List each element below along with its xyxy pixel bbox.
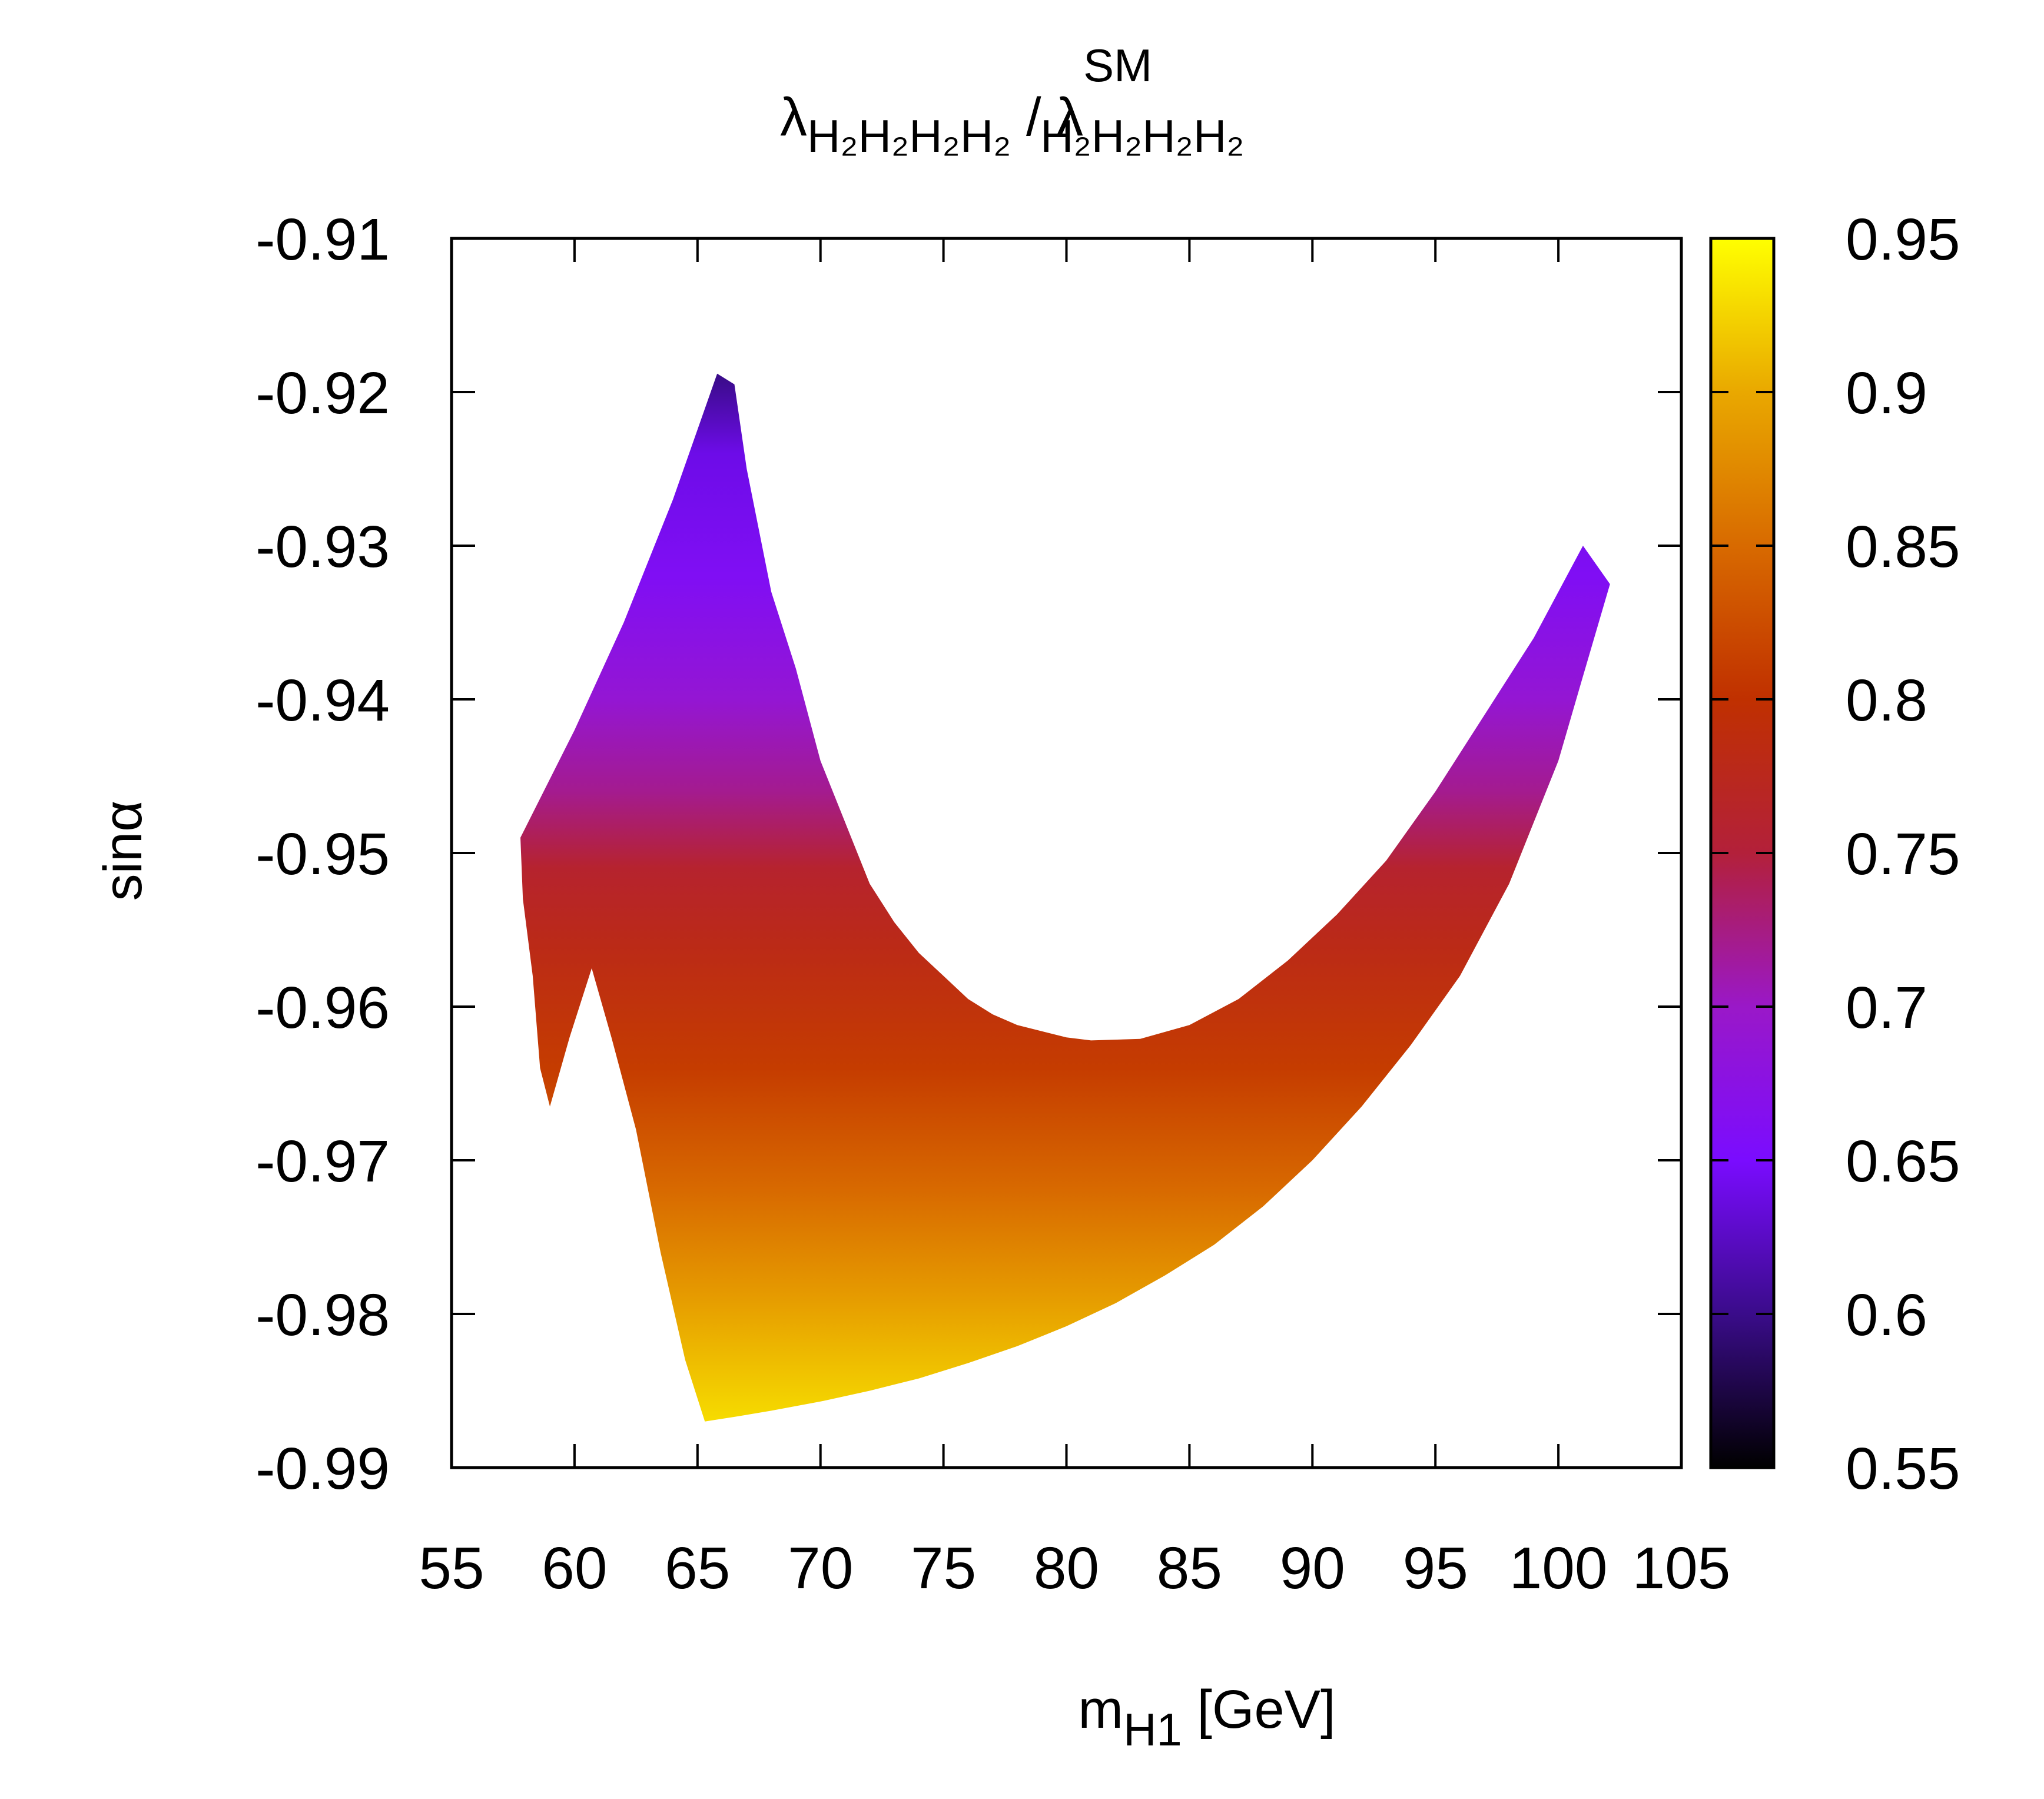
- y-axis-label-text: sinα: [93, 801, 153, 901]
- x-tick-label: 80: [1034, 1535, 1099, 1601]
- x-tick-label: 90: [1280, 1535, 1345, 1601]
- colorbar-tick-label: 0.9: [1846, 360, 1927, 426]
- title-text: λH₂H₂H₂H₂ / λSM H₂H₂H₂H₂: [780, 39, 1245, 162]
- y-tick-label: -0.97: [256, 1128, 390, 1194]
- x-tick-label: 75: [911, 1535, 976, 1601]
- x-tick-label: 105: [1632, 1535, 1731, 1601]
- x-axis-ticks: 55 60 65 70 75 80 85 90 95 100 105: [419, 238, 1730, 1601]
- colorbar-tick-label: 0.95: [1846, 207, 1960, 273]
- y-tick-label: -0.99: [256, 1436, 390, 1502]
- allowed-region: [520, 373, 1610, 1422]
- colorbar-tick-label: 0.8: [1846, 668, 1927, 733]
- y-tick-label: -0.95: [256, 821, 390, 887]
- colorbar-tick-label: 0.55: [1846, 1436, 1960, 1502]
- y-axis-ticks: -0.91 -0.92 -0.93 -0.94 -0.95 -0.96 -0.97 -0.98…: [256, 207, 1681, 1502]
- y-tick-label: -0.96: [256, 975, 390, 1041]
- colorbar-tick-label: 0.6: [1846, 1282, 1927, 1348]
- x-tick-label: 70: [788, 1535, 853, 1601]
- allowed-region-polygon: [520, 373, 1610, 1422]
- colorbar-tick-label: 0.7: [1846, 975, 1927, 1041]
- y-tick-label: -0.93: [256, 514, 390, 580]
- x-tick-label: 95: [1403, 1535, 1468, 1601]
- colorbar-tick-label: 0.85: [1846, 514, 1960, 580]
- x-tick-label: 65: [665, 1535, 730, 1601]
- colorbar-tick-label: 0.75: [1846, 821, 1960, 887]
- x-tick-label: 60: [542, 1535, 607, 1601]
- y-axis-label: sinα: [93, 801, 153, 901]
- x-axis-label-text: mH1 [GeV]: [1078, 1679, 1335, 1755]
- y-tick-label: -0.91: [256, 207, 390, 273]
- x-tick-label: 85: [1157, 1535, 1222, 1601]
- y-tick-label: -0.94: [256, 668, 390, 733]
- colorbar-tick-label: 0.65: [1846, 1128, 1960, 1194]
- y-tick-label: -0.98: [256, 1282, 390, 1348]
- colorbar: 0.95 0.9 0.85 0.8 0.75 0.7 0.65 0.6 0.55: [1709, 207, 1960, 1502]
- x-axis-label: mH1 [GeV]: [1078, 1679, 1335, 1755]
- x-tick-label: 100: [1509, 1535, 1608, 1601]
- x-tick-label: 55: [419, 1535, 484, 1601]
- chart-title: λH₂H₂H₂H₂ / λSM H₂H₂H₂H₂: [780, 39, 1245, 162]
- y-tick-label: -0.92: [256, 360, 390, 426]
